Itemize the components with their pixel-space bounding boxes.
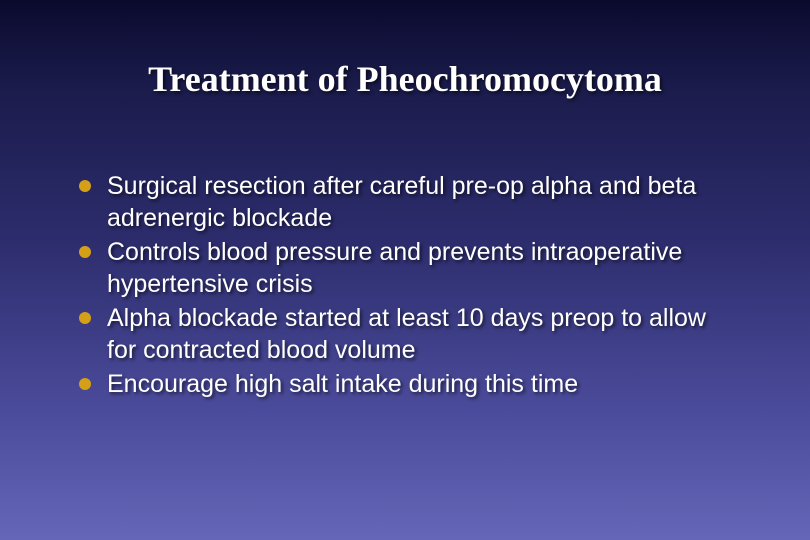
bullet-icon <box>79 312 91 324</box>
bullet-text: Alpha blockade started at least 10 days … <box>107 302 735 366</box>
slide: Treatment of Pheochromocytoma Surgical r… <box>0 0 810 540</box>
bullet-text: Surgical resection after careful pre-op … <box>107 170 735 234</box>
slide-title: Treatment of Pheochromocytoma <box>75 60 735 100</box>
bullet-text: Encourage high salt intake during this t… <box>107 368 578 400</box>
bullet-list: Surgical resection after careful pre-op … <box>75 170 735 400</box>
bullet-text: Controls blood pressure and prevents int… <box>107 236 735 300</box>
list-item: Surgical resection after careful pre-op … <box>75 170 735 234</box>
list-item: Controls blood pressure and prevents int… <box>75 236 735 300</box>
list-item: Alpha blockade started at least 10 days … <box>75 302 735 366</box>
bullet-icon <box>79 246 91 258</box>
list-item: Encourage high salt intake during this t… <box>75 368 735 400</box>
bullet-icon <box>79 378 91 390</box>
bullet-icon <box>79 180 91 192</box>
